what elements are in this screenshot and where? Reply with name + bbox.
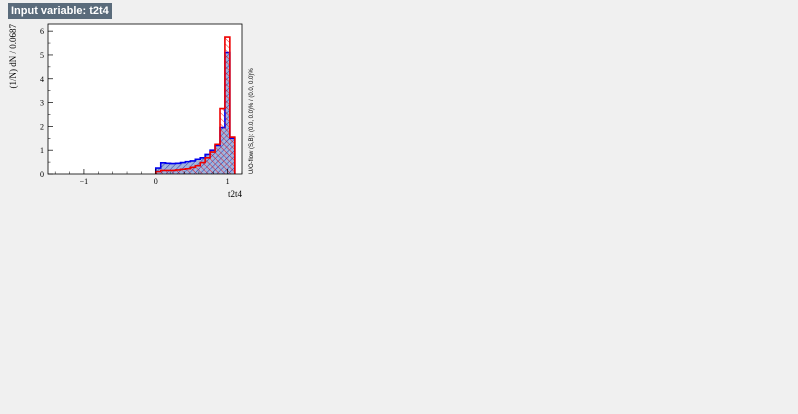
x-tick-label: 0 [154, 177, 158, 186]
histogram-bar-series-1-bin-1 [160, 170, 166, 174]
histogram-bar-series-0-bin-1 [160, 162, 166, 174]
histogram-bar-series-0-bin-4 [175, 163, 181, 174]
y-tick-label: 2 [40, 122, 44, 131]
histogram-bar-series-1-bin-5 [180, 169, 186, 174]
y-tick-label: 6 [40, 27, 44, 36]
x-axis-ticks: −1 0 1 [54, 169, 243, 186]
plot-frame [47, 23, 243, 175]
histogram-bar-series-1-bin-12 [215, 144, 221, 174]
x-tick-label: −1 [80, 177, 89, 186]
y-axis-ticks: 0 1 2 3 4 5 6 [40, 27, 53, 179]
histogram-bar-series-1-bin-13 [220, 108, 225, 174]
histogram-bar-series-1-bin-10 [205, 157, 211, 174]
histogram-outline-series-1 [154, 36, 236, 174]
histogram-bar-series-1-bin-7 [190, 167, 196, 174]
chart-title: Input variable: t2t4 [8, 3, 112, 19]
histogram-bar-series-1-bin-3 [170, 170, 176, 174]
x-axis-title: t2t4 [228, 189, 243, 199]
histogram-bar-series-1-bin-15 [229, 137, 235, 174]
histogram-bar-series-1-bin-8 [195, 165, 201, 174]
histogram-bar-series-1-bin-6 [185, 168, 191, 174]
y-tick-label: 4 [40, 75, 44, 84]
plot-frame-background [48, 24, 242, 174]
y-tick-label: 1 [40, 146, 44, 155]
histogram-bar-series-1-bin-2 [165, 170, 171, 174]
histogram-bar-series-1-bin-9 [200, 162, 206, 174]
y-tick-label: 5 [40, 51, 44, 60]
histogram-bar-series-0-bin-6 [185, 161, 191, 174]
histogram-bar-series-0-bin-5 [180, 162, 186, 174]
histogram-bar-series-1-bin-0 [155, 171, 161, 174]
histogram-bar-series-1-bin-11 [210, 152, 216, 174]
histogram-bar-series-0-bin-3 [170, 163, 176, 174]
y-axis-title: (1/N) dN / 0.0687 [8, 24, 18, 89]
histogram-bar-series-0-bin-2 [165, 163, 171, 174]
series-red-bars [154, 36, 236, 174]
y-tick-label: 0 [40, 170, 44, 179]
histogram-bar-series-1-bin-4 [175, 169, 181, 174]
histogram-bar-series-1-bin-14 [224, 37, 230, 174]
overflow-note: U/O-flow (S,B): (0.0, 0.0)% / (0.0, 0.0)… [249, 68, 255, 174]
y-tick-label: 3 [40, 99, 44, 108]
x-tick-label: 1 [226, 177, 230, 186]
